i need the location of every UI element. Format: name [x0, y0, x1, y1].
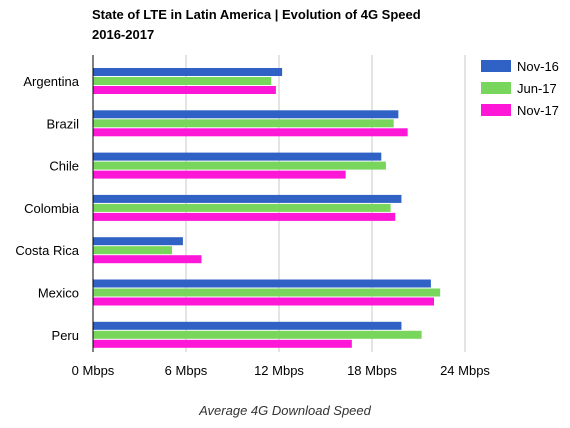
x-tick-label: 24 Mbps — [440, 363, 490, 378]
category-label: Chile — [49, 159, 79, 174]
bar — [93, 288, 441, 297]
legend-swatch — [481, 60, 511, 72]
x-tick-label: 18 Mbps — [347, 363, 397, 378]
bar — [93, 255, 202, 264]
bar — [93, 110, 399, 119]
legend-swatch — [481, 82, 511, 94]
bar — [93, 68, 283, 76]
bar — [93, 77, 272, 85]
bar — [93, 161, 386, 170]
bar — [93, 246, 173, 255]
bar — [93, 86, 276, 94]
bar — [93, 212, 396, 221]
bar — [93, 170, 346, 179]
category-label: Brazil — [46, 116, 79, 131]
bar — [93, 321, 402, 330]
category-label: Costa Rica — [15, 243, 79, 258]
bar — [93, 330, 422, 339]
category-label: Peru — [52, 328, 79, 343]
x-tick-label: 0 Mbps — [72, 363, 115, 378]
x-axis-label: Average 4G Download Speed — [199, 403, 371, 418]
category-label: Colombia — [24, 201, 80, 216]
bar — [93, 279, 431, 288]
category-label: Mexico — [38, 286, 79, 301]
bar — [93, 237, 183, 246]
chart-subtitle: 2016-2017 — [92, 27, 155, 42]
legend-label: Jun-17 — [517, 81, 557, 96]
bar — [93, 297, 434, 306]
legend-label: Nov-16 — [517, 59, 559, 74]
bar — [93, 339, 352, 348]
bar — [93, 128, 408, 137]
bar — [93, 119, 394, 128]
category-label: Argentina — [23, 74, 79, 89]
bar — [93, 194, 402, 203]
bar — [93, 203, 391, 212]
chart-title: State of LTE in Latin America | Evolutio… — [92, 5, 421, 45]
x-tick-label: 6 Mbps — [165, 363, 208, 378]
legend-swatch — [481, 104, 511, 116]
bar — [93, 152, 382, 161]
chart-title-main: State of LTE in Latin America | Evolutio… — [92, 7, 421, 22]
x-tick-label: 12 Mbps — [254, 363, 304, 378]
legend-label: Nov-17 — [517, 103, 559, 118]
